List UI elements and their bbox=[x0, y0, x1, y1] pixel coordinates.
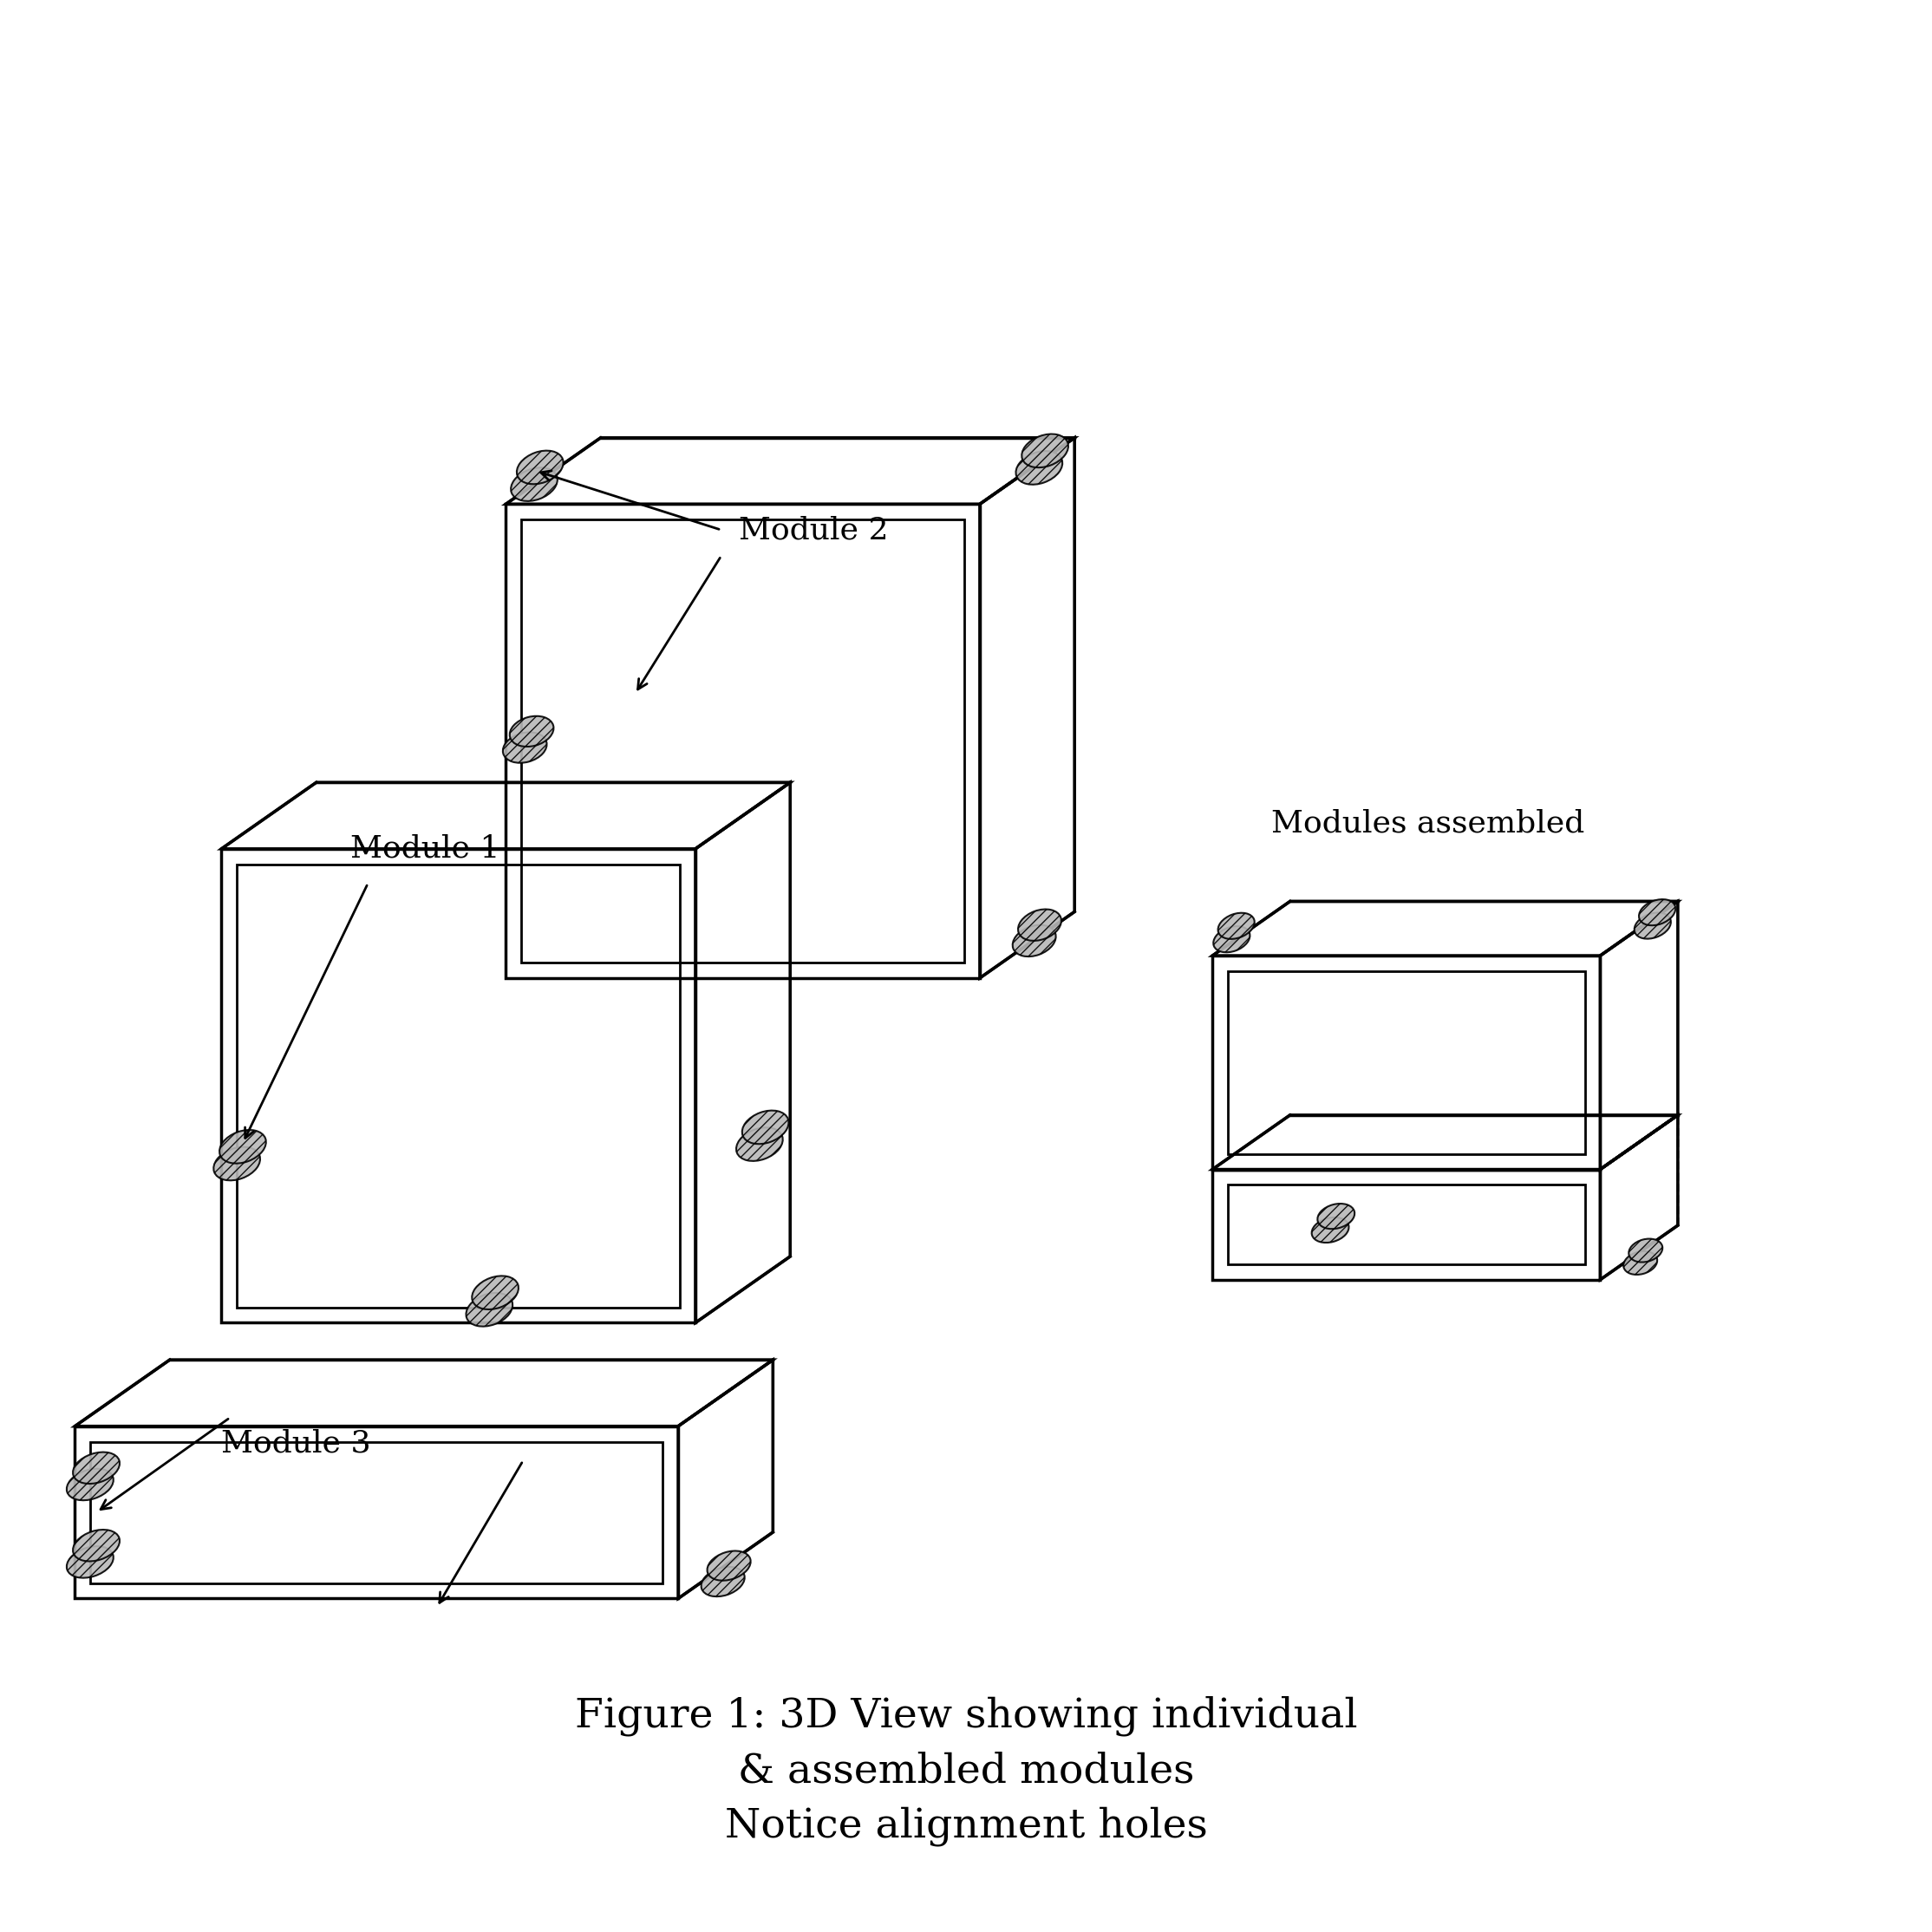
Ellipse shape bbox=[707, 1551, 752, 1580]
Ellipse shape bbox=[1638, 898, 1675, 925]
Ellipse shape bbox=[510, 717, 554, 746]
Ellipse shape bbox=[1623, 1252, 1658, 1275]
Ellipse shape bbox=[736, 1128, 782, 1161]
Ellipse shape bbox=[1629, 1238, 1663, 1262]
Text: Module 2: Module 2 bbox=[738, 516, 889, 545]
Text: Modules assembled: Modules assembled bbox=[1271, 808, 1584, 838]
Ellipse shape bbox=[1213, 925, 1250, 952]
Ellipse shape bbox=[701, 1567, 744, 1596]
Ellipse shape bbox=[516, 450, 564, 485]
Ellipse shape bbox=[742, 1111, 788, 1144]
Ellipse shape bbox=[1012, 925, 1057, 956]
Ellipse shape bbox=[471, 1275, 518, 1310]
Ellipse shape bbox=[1022, 435, 1068, 468]
Ellipse shape bbox=[1016, 450, 1063, 485]
Ellipse shape bbox=[510, 468, 558, 500]
Ellipse shape bbox=[1634, 912, 1671, 939]
Ellipse shape bbox=[466, 1293, 512, 1327]
Text: Figure 1: 3D View showing individual
& assembled modules
Notice alignment holes: Figure 1: 3D View showing individual & a… bbox=[574, 1696, 1358, 1845]
Ellipse shape bbox=[1312, 1217, 1349, 1242]
Text: Module 1: Module 1 bbox=[352, 835, 500, 864]
Ellipse shape bbox=[73, 1530, 120, 1561]
Ellipse shape bbox=[502, 732, 547, 763]
Ellipse shape bbox=[68, 1546, 114, 1578]
Text: Module 3: Module 3 bbox=[222, 1428, 371, 1459]
Ellipse shape bbox=[73, 1453, 120, 1484]
Ellipse shape bbox=[68, 1468, 114, 1501]
Ellipse shape bbox=[1018, 910, 1061, 941]
Ellipse shape bbox=[214, 1148, 261, 1180]
Ellipse shape bbox=[1217, 912, 1254, 939]
Ellipse shape bbox=[1318, 1204, 1354, 1229]
Ellipse shape bbox=[220, 1130, 267, 1163]
